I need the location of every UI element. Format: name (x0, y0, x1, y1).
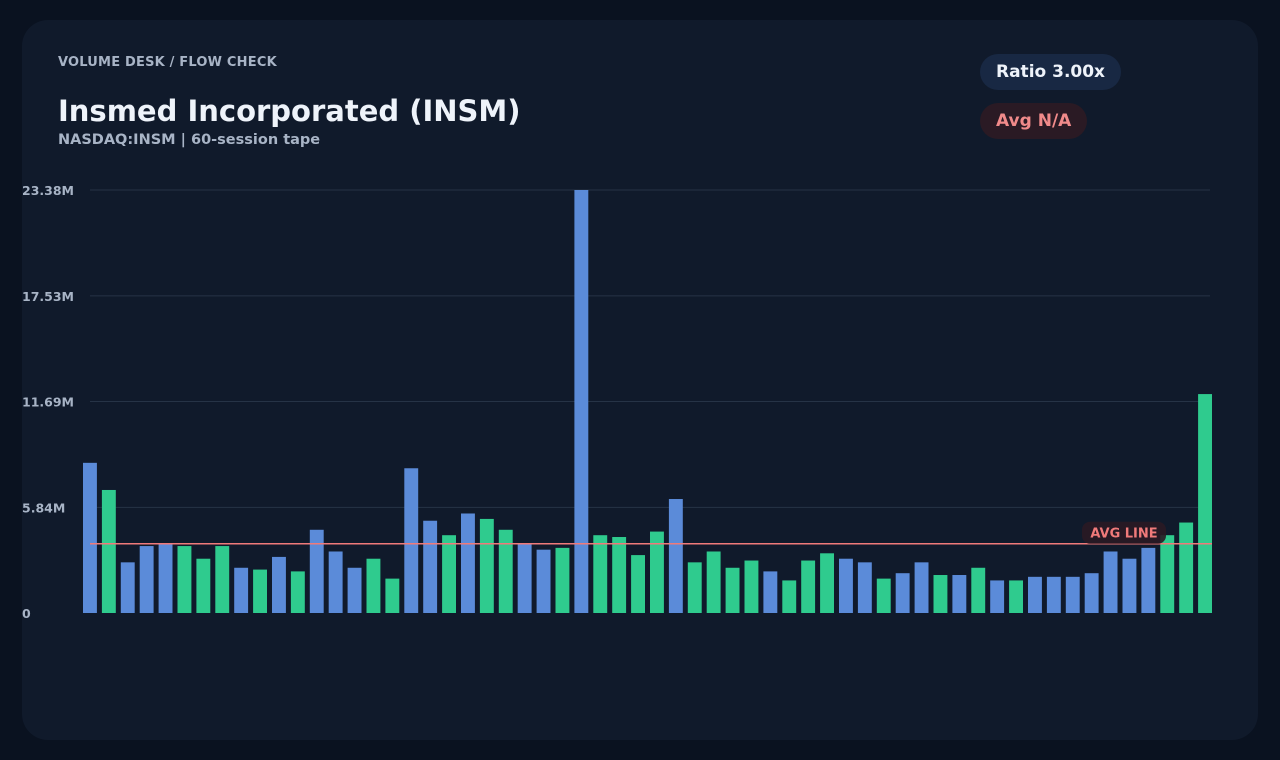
volume-bar (933, 575, 948, 613)
volume-bar (366, 558, 381, 613)
volume-bar (574, 190, 589, 613)
volume-bar (498, 529, 513, 613)
chart-card: VOLUME DESK / FLOW CHECK Insmed Incorpor… (22, 20, 1258, 740)
volume-bar (1198, 394, 1212, 613)
volume-bar (234, 567, 249, 613)
volume-bar (290, 571, 305, 613)
avg-badge: Avg N/A (980, 103, 1088, 139)
volume-bar (1141, 547, 1156, 613)
volume-bar (120, 562, 135, 613)
volume-bar (158, 544, 173, 613)
volume-bar (1084, 573, 1099, 613)
y-tick-label: 11.69M (22, 395, 74, 410)
avg-line-label: AVG LINE (1090, 527, 1157, 542)
volume-bar (914, 562, 929, 613)
volume-bar (1009, 580, 1023, 613)
volume-bar (1028, 576, 1042, 613)
volume-bar (215, 546, 230, 613)
volume-bar (820, 553, 834, 613)
volume-bar (101, 489, 116, 613)
bar-series (83, 190, 1212, 613)
y-axis-ticks: 0 5.84M 11.69M 17.53M 23.38M (22, 183, 74, 621)
volume-bar (309, 529, 324, 613)
y-tick-label: 17.53M (22, 289, 74, 304)
volume-bar (1160, 535, 1175, 613)
volume-bar (385, 578, 400, 613)
volume-bar (744, 560, 759, 613)
avg-line-label-bg (1082, 521, 1166, 544)
volume-bar (423, 520, 438, 613)
volume-bar (668, 499, 683, 613)
volume-bar (461, 513, 475, 613)
volume-bar (650, 531, 664, 613)
volume-bar (687, 562, 702, 613)
volume-bar (895, 573, 910, 613)
volume-bar (612, 537, 627, 613)
volume-bar (442, 535, 456, 613)
volume-bar (782, 580, 797, 613)
page-title: Insmed Incorporated (INSM) (58, 94, 521, 128)
volume-bar (555, 547, 570, 613)
volume-bar (177, 546, 192, 613)
volume-bar (1179, 522, 1194, 613)
volume-bar (971, 567, 986, 613)
volume-bar (839, 558, 853, 613)
volume-bar (517, 544, 532, 613)
volume-bar (763, 571, 778, 613)
y-tick-label: 0 (22, 606, 31, 621)
y-tick-label: 23.38M (22, 183, 74, 198)
volume-bar (536, 549, 551, 613)
avg-line-layer: AVG LINE (90, 521, 1212, 545)
volume-bar (1065, 576, 1080, 613)
ratio-badge: Ratio 3.00x (980, 54, 1122, 90)
volume-bar (725, 567, 740, 613)
volume-bar (801, 560, 816, 613)
volume-bar (990, 580, 1005, 613)
volume-bar (857, 562, 872, 613)
volume-bar (139, 546, 154, 613)
page-subtitle: NASDAQ:INSM | 60-session tape (58, 132, 321, 148)
grid-layer (90, 189, 1210, 508)
breadcrumb: VOLUME DESK / FLOW CHECK (58, 55, 277, 70)
volume-bar (593, 535, 608, 613)
volume-bar (272, 556, 286, 613)
volume-bar (253, 569, 267, 613)
volume-bar (1122, 558, 1137, 613)
volume-bar (196, 558, 211, 613)
volume-bar (876, 578, 891, 613)
volume-bar (1046, 576, 1061, 613)
volume-bar (952, 575, 967, 613)
y-tick-label: 5.84M (22, 500, 65, 515)
volume-bar (328, 551, 343, 613)
volume-bar (479, 518, 494, 613)
volume-bar (1103, 551, 1118, 613)
volume-bar (404, 468, 419, 613)
volume-bar (347, 567, 362, 613)
volume-bar (631, 555, 645, 613)
volume-bar (83, 462, 97, 613)
volume-bar (706, 551, 721, 613)
